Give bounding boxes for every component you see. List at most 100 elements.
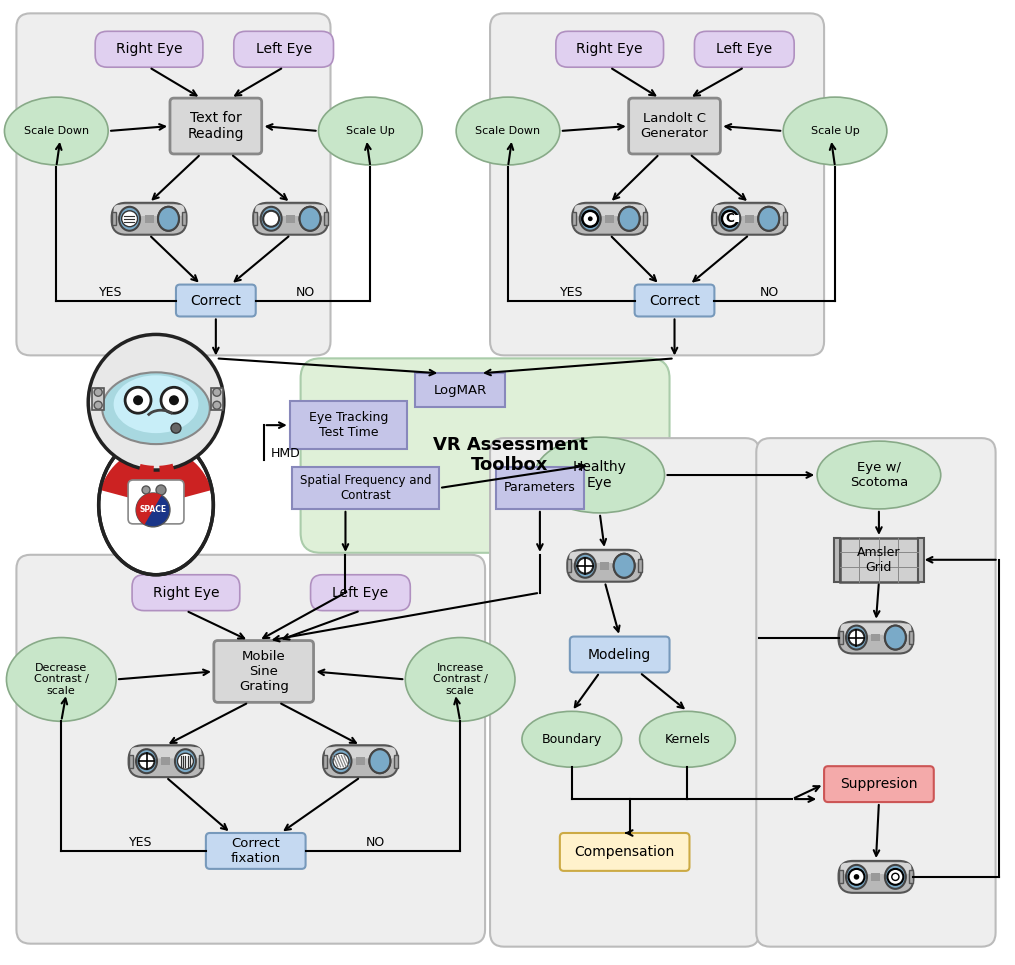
Ellipse shape xyxy=(158,207,179,231)
Text: Suppresion: Suppresion xyxy=(840,777,918,791)
Text: Parameters: Parameters xyxy=(504,482,576,494)
FancyBboxPatch shape xyxy=(253,203,328,234)
Text: Text for
Reading: Text for Reading xyxy=(188,111,244,141)
FancyBboxPatch shape xyxy=(170,98,262,154)
Circle shape xyxy=(178,754,194,769)
FancyBboxPatch shape xyxy=(824,766,934,802)
Text: Scale Up: Scale Up xyxy=(346,126,395,136)
Bar xyxy=(840,538,918,582)
Bar xyxy=(909,870,914,883)
Ellipse shape xyxy=(847,865,867,889)
Ellipse shape xyxy=(758,207,780,231)
Text: VR Assessment
Toolbox: VR Assessment Toolbox xyxy=(432,435,588,475)
Text: Spatial Frequency and
Contrast: Spatial Frequency and Contrast xyxy=(299,474,431,502)
FancyBboxPatch shape xyxy=(840,623,911,635)
Bar xyxy=(567,560,571,572)
Bar xyxy=(324,212,328,225)
FancyBboxPatch shape xyxy=(132,575,240,611)
Circle shape xyxy=(578,558,593,574)
FancyBboxPatch shape xyxy=(490,438,759,947)
Ellipse shape xyxy=(6,638,116,721)
Bar xyxy=(356,758,365,765)
Circle shape xyxy=(122,210,138,227)
Bar xyxy=(838,631,842,644)
Ellipse shape xyxy=(758,207,780,231)
FancyBboxPatch shape xyxy=(311,575,410,611)
FancyBboxPatch shape xyxy=(694,31,794,68)
Circle shape xyxy=(88,335,224,470)
Bar xyxy=(909,631,914,644)
Text: Scale Up: Scale Up xyxy=(811,126,860,136)
Text: Boundary: Boundary xyxy=(542,732,602,746)
Text: Left Eye: Left Eye xyxy=(256,42,312,56)
Bar xyxy=(112,212,116,225)
Circle shape xyxy=(139,754,154,769)
Bar xyxy=(572,212,577,225)
Bar xyxy=(783,212,787,225)
Bar xyxy=(872,634,880,642)
Ellipse shape xyxy=(639,711,735,767)
Ellipse shape xyxy=(405,638,515,721)
Ellipse shape xyxy=(175,749,196,773)
Text: Modeling: Modeling xyxy=(588,648,652,661)
Bar xyxy=(211,388,223,410)
FancyBboxPatch shape xyxy=(16,555,485,944)
FancyBboxPatch shape xyxy=(556,31,664,68)
Circle shape xyxy=(333,754,349,769)
FancyBboxPatch shape xyxy=(255,205,326,216)
Circle shape xyxy=(142,486,150,494)
FancyBboxPatch shape xyxy=(325,747,396,758)
Text: NO: NO xyxy=(296,286,316,299)
Bar xyxy=(605,215,614,223)
Bar xyxy=(732,215,739,222)
Circle shape xyxy=(849,868,865,885)
Circle shape xyxy=(588,216,593,221)
Text: YES: YES xyxy=(560,286,584,299)
Ellipse shape xyxy=(119,207,140,231)
Ellipse shape xyxy=(136,749,157,773)
FancyBboxPatch shape xyxy=(634,285,715,317)
FancyBboxPatch shape xyxy=(574,205,646,216)
FancyBboxPatch shape xyxy=(95,31,203,68)
FancyBboxPatch shape xyxy=(323,745,398,777)
Ellipse shape xyxy=(331,749,351,773)
Bar xyxy=(129,755,133,767)
Ellipse shape xyxy=(319,97,422,165)
Bar xyxy=(838,870,842,883)
Bar xyxy=(644,212,648,225)
Bar xyxy=(394,755,398,767)
Bar xyxy=(144,215,153,223)
Circle shape xyxy=(125,387,151,413)
FancyBboxPatch shape xyxy=(567,550,642,582)
Circle shape xyxy=(854,874,860,880)
FancyBboxPatch shape xyxy=(490,14,824,355)
FancyBboxPatch shape xyxy=(112,203,187,234)
Bar xyxy=(289,401,407,449)
FancyBboxPatch shape xyxy=(628,98,721,154)
Circle shape xyxy=(849,629,865,646)
Text: C: C xyxy=(726,212,734,225)
FancyBboxPatch shape xyxy=(233,31,334,68)
Circle shape xyxy=(892,873,899,880)
Text: Decrease
Contrast /
scale: Decrease Contrast / scale xyxy=(33,663,88,696)
Ellipse shape xyxy=(158,207,179,231)
FancyBboxPatch shape xyxy=(756,438,996,947)
Text: Kernels: Kernels xyxy=(665,732,710,746)
FancyBboxPatch shape xyxy=(840,863,911,874)
Text: YES: YES xyxy=(129,837,153,849)
Circle shape xyxy=(583,210,598,227)
Bar xyxy=(291,467,439,509)
Bar xyxy=(161,758,171,765)
Bar xyxy=(834,538,840,582)
Wedge shape xyxy=(136,493,161,525)
Bar xyxy=(496,467,584,509)
Circle shape xyxy=(263,210,279,227)
Bar xyxy=(600,562,609,569)
Ellipse shape xyxy=(98,435,213,575)
Circle shape xyxy=(887,868,903,885)
Ellipse shape xyxy=(817,441,941,509)
Text: Amsler
Grid: Amsler Grid xyxy=(858,546,900,574)
Text: Right Eye: Right Eye xyxy=(152,586,219,599)
Ellipse shape xyxy=(614,554,634,578)
Circle shape xyxy=(722,210,738,227)
